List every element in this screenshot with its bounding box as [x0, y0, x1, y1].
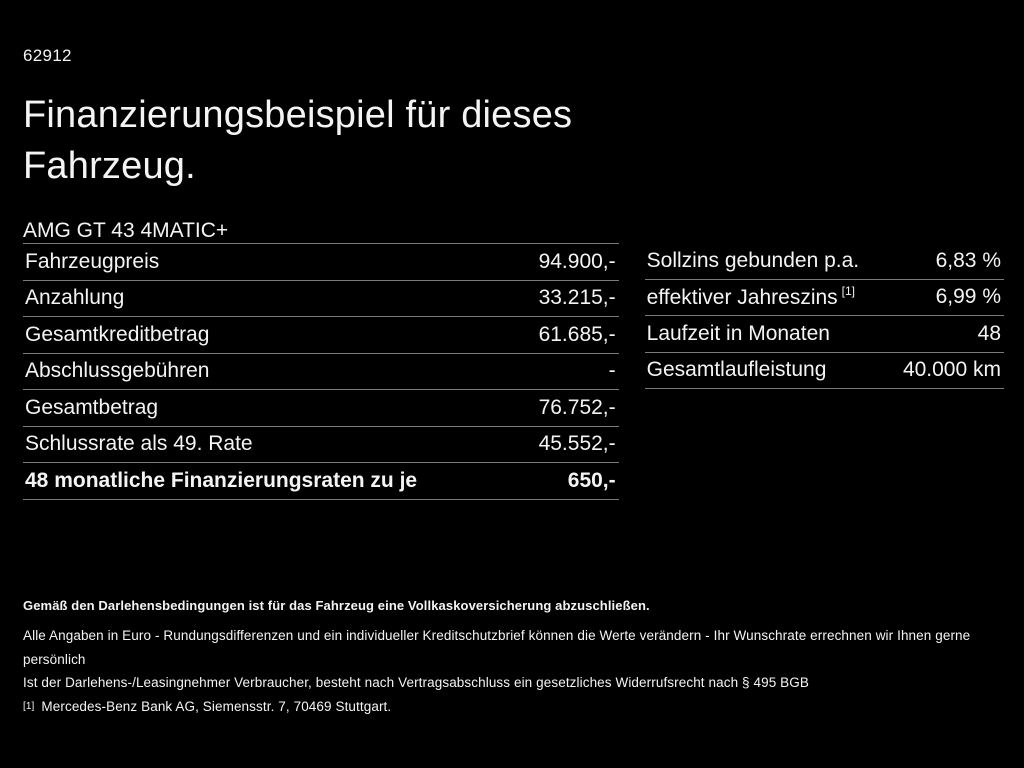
row-value: 48	[977, 321, 1001, 345]
table-row-gesamtbetrag: Gesamtbetrag 76.752,-	[23, 390, 619, 427]
row-value: 650,-	[567, 468, 616, 492]
table-row-fahrzeugpreis: Fahrzeugpreis 94.900,-	[23, 244, 619, 281]
table-row-laufzeit: Laufzeit in Monaten 48	[644, 316, 1004, 353]
row-value: 76.752,-	[538, 395, 616, 419]
footnote-ref-1: [1]	[841, 283, 856, 298]
row-value: -	[608, 359, 616, 383]
row-label: Gesamtbetrag	[25, 395, 159, 419]
footnote-widerrufsrecht: Ist der Darlehens-/Leasingnehmer Verbrau…	[23, 675, 809, 690]
row-label: Gesamtlaufleistung	[646, 358, 827, 382]
row-value: 61.685,-	[538, 322, 616, 346]
finance-tables: Fahrzeugpreis 94.900,- Anzahlung 33.215,…	[23, 243, 1004, 500]
row-value: 6,83 %	[935, 248, 1001, 272]
vehicle-model: AMG GT 43 4MATIC+	[23, 219, 229, 242]
row-value: 33.215,-	[538, 286, 616, 310]
page-title: Finanzierungsbeispiel für dieses Fahrzeu…	[23, 94, 573, 187]
table-row-anzahlung: Anzahlung 33.215,-	[23, 281, 619, 317]
row-label: Laufzeit in Monaten	[646, 321, 830, 345]
footnote-bank-text: Mercedes-Benz Bank AG, Siemensstr. 7, 70…	[41, 698, 392, 714]
table-row-effektiver-jahreszins: effektiver Jahreszins [1] 6,99 %	[644, 280, 1004, 316]
row-label: effektiver Jahreszins [1]	[645, 283, 856, 310]
row-label: Fahrzeugpreis	[25, 249, 160, 273]
row-label: Gesamtkreditbetrag	[25, 322, 210, 346]
table-row-schlussrate: Schlussrate als 49. Rate 45.552,-	[23, 427, 619, 463]
footnotes: Gemäß den Darlehensbedingungen ist für d…	[23, 597, 1004, 720]
row-value: 6,99 %	[935, 285, 1001, 309]
footnote-marker-1: [1]	[23, 700, 35, 712]
row-label: Sollzins gebunden p.a.	[646, 248, 860, 272]
row-label: Anzahlung	[25, 286, 125, 310]
row-value: 94.900,-	[538, 249, 616, 273]
conditions-table: Sollzins gebunden p.a. 6,83 % effektiver…	[644, 243, 1004, 389]
table-row-gesamtlaufleistung: Gesamtlaufleistung 40.000 km	[644, 353, 1004, 389]
footnote-disclaimer: Alle Angaben in Euro - Rundungsdifferenz…	[23, 628, 971, 667]
row-label: 48 monatliche Finanzierungsraten zu je	[25, 468, 418, 492]
row-label: Schlussrate als 49. Rate	[25, 432, 253, 456]
table-row-gesamtkreditbetrag: Gesamtkreditbetrag 61.685,-	[23, 317, 619, 354]
row-value: 45.552,-	[538, 432, 616, 456]
table-row-monatsrate: 48 monatliche Finanzierungsraten zu je 6…	[23, 463, 619, 500]
row-value: 40.000 km	[902, 358, 1001, 382]
row-label-text: effektiver Jahreszins	[646, 285, 838, 309]
footnote-bank: [1] Mercedes-Benz Bank AG, Siemensstr. 7,…	[23, 695, 1004, 721]
finance-table: Fahrzeugpreis 94.900,- Anzahlung 33.215,…	[23, 243, 619, 500]
row-label: Abschlussgebühren	[25, 359, 210, 383]
table-row-abschlussgebuehren: Abschlussgebühren -	[23, 354, 619, 390]
table-row-sollzins: Sollzins gebunden p.a. 6,83 %	[644, 243, 1004, 280]
doc-number: 62912	[23, 46, 72, 65]
footnote-insurance: Gemäß den Darlehensbedingungen ist für d…	[23, 598, 650, 613]
page-content: 62912 Finanzierungsbeispiel für dieses F…	[23, 46, 1004, 500]
